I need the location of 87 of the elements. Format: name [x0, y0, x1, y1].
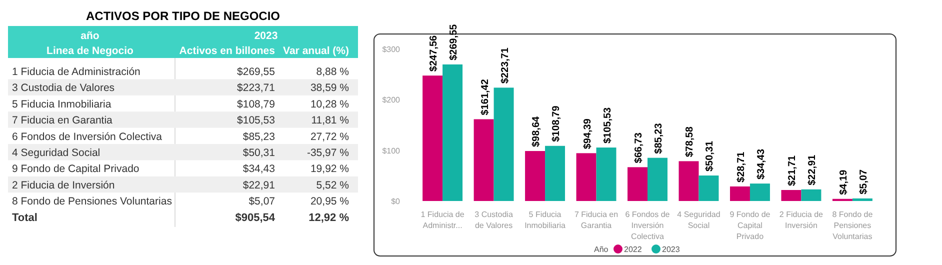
y-tick-label: $200: [382, 96, 401, 105]
data-label: $34,43: [756, 148, 767, 180]
data-label: $223,71: [500, 47, 511, 84]
data-label: $98,64: [531, 116, 542, 148]
category-label: 3 Custodia de Valores: [12, 82, 115, 94]
data-label: $5,07: [858, 168, 870, 194]
text: 27,72 %: [310, 130, 349, 143]
text: $5,07: [248, 196, 275, 208]
text: $85,23: [242, 130, 275, 143]
legend-label: 2023: [662, 245, 680, 254]
text: -35,97 %: [306, 147, 349, 159]
bar: [730, 186, 750, 201]
data-label: $269,55: [448, 24, 460, 60]
data-label: $94,39: [582, 118, 594, 150]
category-label: Activos en billones: [179, 45, 276, 57]
category-label: 2 Fiducia de Inversión: [12, 179, 115, 192]
data-label: $85,23: [653, 122, 664, 154]
text: $269,55: [237, 66, 275, 78]
bar: [422, 76, 443, 201]
x-tick-label: 4 Seguridad Social: [677, 210, 720, 230]
data-label: $22,91: [807, 154, 818, 186]
text: 38,59 %: [310, 82, 349, 94]
bar: [628, 167, 648, 201]
text: 11,81 %: [311, 114, 349, 127]
bar: [494, 88, 514, 201]
text: $108,79: [237, 98, 275, 110]
category-label: 6 Fondos de Inversión Colectiva: [12, 130, 162, 143]
category-label: 7 Fiducia en Garantia: [12, 114, 112, 127]
category-label: Var anual (%): [283, 45, 349, 57]
text: $105,53: [237, 114, 275, 127]
y-tick-label: $0: [391, 197, 401, 206]
x-tick-label: 6 Fondos de Inversión Colectiva: [625, 210, 670, 241]
bar: [525, 151, 546, 201]
y-tick-label: $300: [382, 45, 401, 54]
data-label: $50,31: [704, 140, 716, 172]
category-label: 8 Fondo de Pensiones Voluntarias: [12, 196, 172, 208]
text: 2023: [254, 30, 278, 42]
bar: [678, 161, 699, 201]
x-tick-label: 7 Fiducia en Garantia: [574, 210, 618, 230]
x-tick-label: 8 Fondo de Pensiones Voluntarias: [832, 210, 874, 241]
category-label: 1 Fiducia de Administración: [12, 66, 140, 78]
bar: [474, 119, 494, 201]
text: 19,92 %: [310, 163, 349, 176]
bar: [648, 158, 668, 201]
x-tick-label: 5 Fiducia Inmobiliaria: [524, 210, 566, 230]
data-label: $21,71: [787, 154, 798, 186]
bar: [576, 153, 596, 201]
data-label: $28,71: [736, 151, 747, 182]
category-label: 4 Seguridad Social: [12, 147, 100, 159]
x-tick-label: 3 Custodia de Valores: [474, 210, 514, 230]
text: año: [80, 30, 100, 42]
text: $34,43: [242, 163, 275, 176]
data-label: $247,56: [428, 34, 440, 72]
text: Linea de Negocio: [46, 45, 134, 57]
bar: [750, 184, 770, 201]
text: 8,88 %: [316, 66, 349, 78]
category-label: Total: [12, 212, 38, 224]
data-label: $105,53: [602, 106, 614, 144]
y-tick-label: $100: [382, 146, 401, 156]
category-label: 9 Fondo de Capital Privado: [12, 163, 140, 176]
bar: [596, 148, 616, 201]
legend-title: Año: [594, 245, 609, 254]
data-label: $108,79: [551, 105, 562, 142]
text: ACTIVOS POR TIPO DE NEGOCIO: [86, 9, 280, 23]
bar: [545, 146, 566, 201]
data-label: $4,19: [838, 169, 850, 195]
text: 5,52 %: [316, 179, 349, 192]
data-label: $78,58: [684, 126, 696, 158]
data-label: $66,73: [634, 132, 645, 164]
text: $905,54: [235, 212, 275, 224]
bar: [442, 64, 463, 201]
text: $50,31: [242, 147, 275, 159]
x-tick-label: 1 Fiducia de Administr...: [420, 210, 465, 230]
text: $22,91: [242, 179, 275, 192]
x-tick-label: 2 Fiducia de Inversión: [779, 210, 824, 230]
bar: [698, 176, 719, 201]
bar: [801, 189, 822, 201]
x-tick-label: 9 Fondo de Capital Privado: [730, 210, 771, 241]
text: $223,71: [237, 82, 275, 94]
text: 20,95 %: [310, 196, 349, 208]
data-label: $161,42: [480, 78, 491, 116]
bar: [852, 198, 872, 201]
text: 10,28 %: [310, 98, 349, 110]
category-label: 5 Fiducia Inmobiliaria: [12, 98, 112, 110]
text: 12,92 %: [308, 212, 349, 224]
legend-label: 2022: [624, 245, 642, 254]
bar: [781, 190, 802, 201]
